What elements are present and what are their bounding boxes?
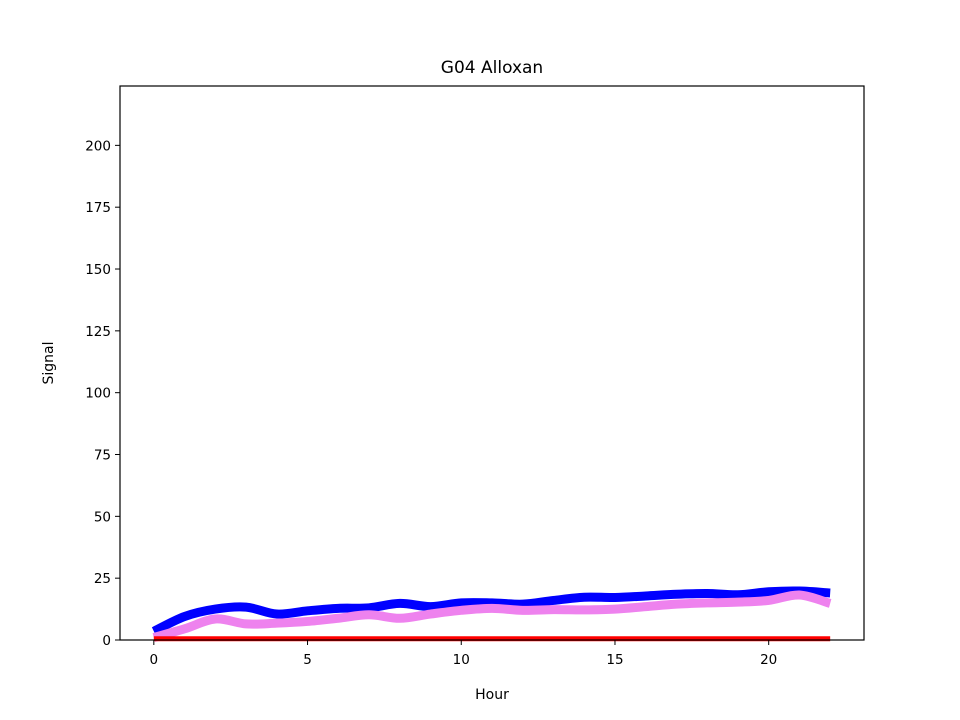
y-tick-label: 25 [94,571,111,587]
y-axis-label: Signal [41,341,57,384]
plot-frame [119,85,865,641]
x-tick-label: 15 [606,652,623,668]
y-tick-label: 200 [85,138,111,154]
y-tick-label: 75 [94,448,111,464]
y-tick-label: 50 [94,509,111,525]
y-tick-label: 125 [85,324,111,340]
series-layer [151,586,832,642]
x-tick-label: 5 [303,652,312,668]
series-line-2 [152,590,832,642]
x-tick-label: 20 [760,652,777,668]
y-tick-label: 150 [85,262,111,278]
x-tick-label: 0 [150,652,159,668]
x-axis-label: Hour [475,687,509,703]
x-axis: 0 5 10 15 20 [150,640,777,668]
x-tick-label: 10 [453,652,470,668]
series-line-1 [151,586,831,636]
y-tick-label: 175 [85,200,111,216]
chart-title: G04 Alloxan [441,58,543,78]
y-axis: 0 25 50 75 100 125 150 175 200 [85,138,120,649]
y-tick-label: 100 [85,386,111,402]
y-tick-label: 0 [102,633,111,649]
